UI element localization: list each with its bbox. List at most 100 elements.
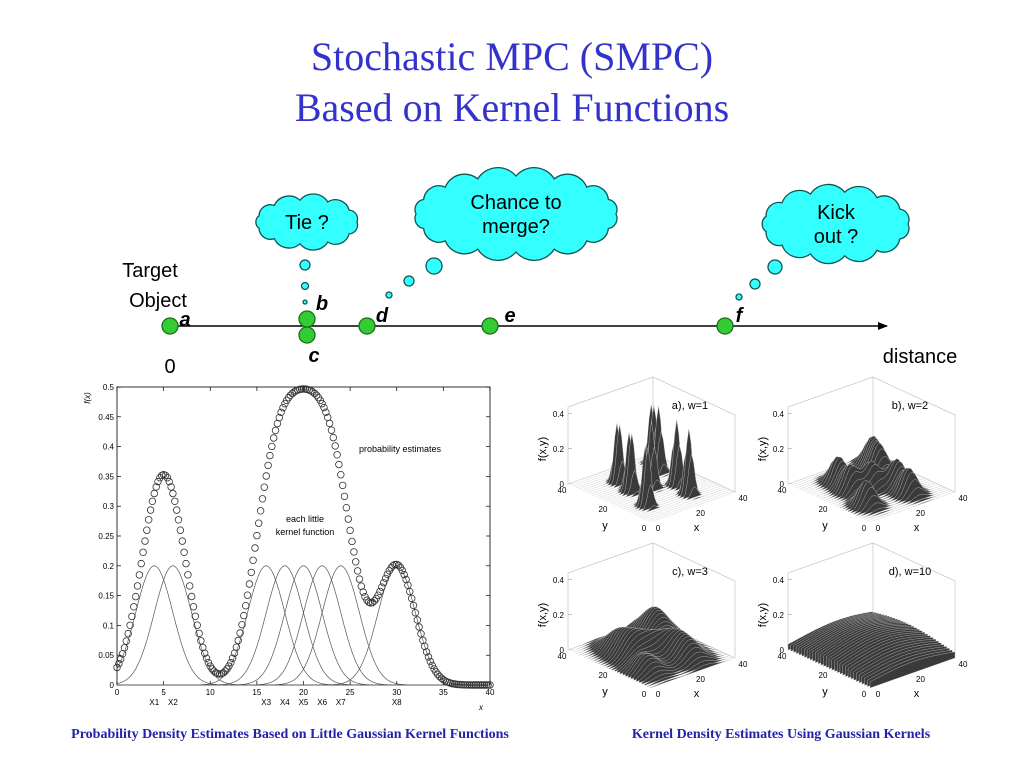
y-tick-label: 0 [862,524,867,533]
caption: Probability Density Estimates Based on L… [71,727,509,742]
point-label: c [308,345,319,367]
x-axis-label: x [478,703,484,712]
estimate-marker [325,419,334,428]
surface-mesh [649,491,736,523]
estimate-marker [346,526,354,535]
estimate-marker [413,616,421,624]
surface-mesh [639,486,725,518]
x-tick-label: 0 [876,524,881,533]
estimate-marker [137,559,145,568]
origin-label: 0 [164,356,175,378]
target-label: Target [122,260,178,282]
estimate-marker [480,681,489,689]
estimate-marker [437,674,446,682]
y-tick-label: 40 [778,486,787,495]
estimate-marker [409,601,418,610]
caption: Kernel Density Estimates Using Gaussian … [632,727,931,742]
estimate-marker [458,681,466,689]
panel-title: d), w=10 [889,566,932,578]
z-tick [567,578,573,581]
surface-mesh [636,453,722,516]
estimate-marker [421,642,429,650]
estimate-marker [120,644,129,652]
estimate-marker [469,681,477,689]
estimate-marker [182,559,190,568]
y-tick-label: 0.05 [98,651,114,660]
y-tick-label: 0 [642,690,647,699]
estimate-marker [185,582,194,590]
z-tick-label: 0.4 [773,410,785,419]
estimate-marker [288,389,296,398]
estimate-marker [359,588,367,596]
y-tick-label: 0.1 [103,621,115,630]
estimate-marker [232,643,241,651]
x-tick-label: 25 [346,688,355,697]
surface-mesh [858,479,945,518]
surface-panel: 0 0.2 0.4 f(x,y) 0 20 40 40 20 0 x y c), w=3 [537,542,748,700]
estimate-marker [143,526,151,534]
estimate-marker [184,571,192,579]
vehicle-point [161,317,179,335]
estimate-marker [477,681,485,689]
x-tick-label: 0 [656,524,661,533]
estimate-marker [422,648,431,656]
estimate-marker [251,544,259,552]
y-tick-label: 0.5 [103,383,115,392]
estimate-marker [327,426,336,434]
estimate-marker [258,495,267,503]
estimate-marker [116,655,125,663]
panel-title: c), w=3 [672,566,708,578]
z-tick [787,578,793,581]
bubble-trail [299,259,311,271]
y-tick-label: 0 [110,681,115,690]
x-tick-label: 30 [392,688,401,697]
surface-mesh [595,431,681,497]
estimate-marker [165,477,173,486]
y-tick-label: 0 [862,690,867,699]
estimate-marker [408,594,416,603]
z-axis-label: f(x,y) [757,603,769,627]
x-tick-label: 0 [115,688,120,697]
y-tick-label: 0.2 [103,562,115,571]
distance-label: distance [883,346,958,368]
estimate-marker [337,471,345,479]
z-tick [787,447,793,450]
panel-title: a), w=1 [672,400,708,412]
estimate-marker [381,574,390,583]
bubble-text: Chance to [470,192,561,214]
z-tick [567,447,573,450]
estimate-marker [191,612,199,620]
estimate-marker [176,526,185,534]
estimate-marker [247,568,255,577]
estimate-marker [161,471,170,480]
estimate-marker [484,681,492,689]
surface-mesh [649,657,736,689]
estimate-marker [378,583,386,591]
z-tick-label: 0 [560,480,565,489]
y-tick-label: 0.15 [98,592,114,601]
estimate-marker [368,598,377,607]
y-axis-label: y [602,686,608,698]
kernel-name: X4 [280,698,290,707]
estimate-marker [113,663,121,672]
estimate-marker [133,582,142,590]
bubble-trail [403,275,415,287]
x-tick-label: 15 [252,688,261,697]
estimate-marker [221,667,229,675]
vehicle-point [358,317,376,335]
estimate-marker [482,681,490,689]
estimate-marker [180,548,188,556]
estimate-marker [126,621,134,629]
vehicle-point [298,326,316,344]
estimate-marker [225,662,233,670]
bubble-trail [385,291,393,299]
estimate-marker [253,531,261,540]
estimate-marker [202,654,211,662]
kernel-name: X5 [299,698,309,707]
estimate-marker [141,537,149,545]
estimate-marker [340,492,349,501]
y-tick-label: 20 [599,505,608,514]
x-tick-label: 40 [486,688,495,697]
x-tick-label: 5 [161,688,166,697]
